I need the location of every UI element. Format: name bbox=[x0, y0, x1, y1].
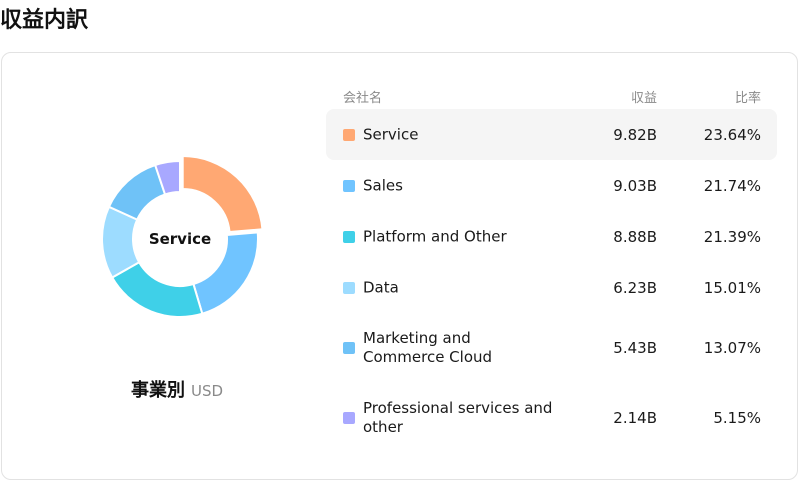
table-row-service[interactable]: Service 9.82B 23.64% bbox=[326, 109, 777, 160]
header-ratio: 比率 bbox=[734, 91, 761, 106]
segment-name: Professional services and other bbox=[363, 399, 553, 436]
segment-ratio: 13.07% bbox=[703, 339, 761, 357]
legend-swatch bbox=[343, 230, 355, 243]
header-revenue: 収益 bbox=[630, 91, 657, 106]
revenue-breakdown-card: Service 事業別 USD 会社名 収益 比率 Service 9.82B 2… bbox=[1, 52, 798, 480]
chart-caption: 事業別 USD bbox=[2, 376, 352, 402]
table-row-professional-services[interactable]: Professional services and other 2.14B 5.… bbox=[326, 383, 777, 453]
segment-ratio: 15.01% bbox=[703, 278, 761, 297]
caption-segment-label: 事業別 bbox=[130, 380, 185, 401]
legend-swatch bbox=[343, 179, 355, 192]
segment-name: Data bbox=[363, 278, 399, 296]
donut-slice-service[interactable] bbox=[181, 155, 264, 234]
segment-ratio: 21.74% bbox=[703, 176, 761, 195]
segment-revenue: 5.43B bbox=[613, 339, 657, 357]
segment-name: Sales bbox=[363, 176, 403, 194]
segment-name: Service bbox=[363, 125, 419, 143]
segment-ratio: 23.64% bbox=[703, 125, 761, 144]
header-company-name: 会社名 bbox=[343, 91, 383, 106]
legend-swatch bbox=[343, 281, 355, 294]
segment-name: Platform and Other bbox=[363, 227, 507, 245]
page-title: 収益内訳 bbox=[0, 8, 89, 33]
table-row-sales[interactable]: Sales 9.03B 21.74% bbox=[326, 160, 777, 211]
segment-revenue: 9.82B bbox=[613, 125, 657, 144]
table-row-marketing[interactable]: Marketing and Commerce Cloud 5.43B 13.07… bbox=[326, 313, 777, 383]
revenue-table: 会社名 収益 比率 Service 9.82B 23.64% Sales 9.0… bbox=[326, 83, 777, 453]
legend-swatch bbox=[343, 412, 355, 424]
table-row-data[interactable]: Data 6.23B 15.01% bbox=[326, 262, 777, 313]
caption-unit: USD bbox=[190, 382, 224, 400]
table-row-platform[interactable]: Platform and Other 8.88B 21.39% bbox=[326, 211, 777, 262]
segment-ratio: 5.15% bbox=[713, 409, 761, 427]
legend-swatch bbox=[343, 342, 355, 354]
segment-ratio: 21.39% bbox=[703, 227, 761, 246]
donut-chart: Service bbox=[94, 153, 266, 325]
table-header: 会社名 収益 比率 bbox=[326, 83, 777, 109]
segment-name: Marketing and Commerce Cloud bbox=[363, 329, 493, 366]
donut-chart-svg bbox=[101, 155, 264, 318]
segment-revenue: 6.23B bbox=[613, 278, 657, 297]
donut-slice-professional-services-and-other[interactable] bbox=[153, 159, 181, 196]
segment-revenue: 2.14B bbox=[613, 409, 657, 427]
donut-center-label: Service bbox=[148, 230, 212, 248]
segment-revenue: 8.88B bbox=[613, 227, 657, 246]
segment-revenue: 9.03B bbox=[613, 176, 657, 195]
legend-swatch bbox=[343, 128, 355, 141]
